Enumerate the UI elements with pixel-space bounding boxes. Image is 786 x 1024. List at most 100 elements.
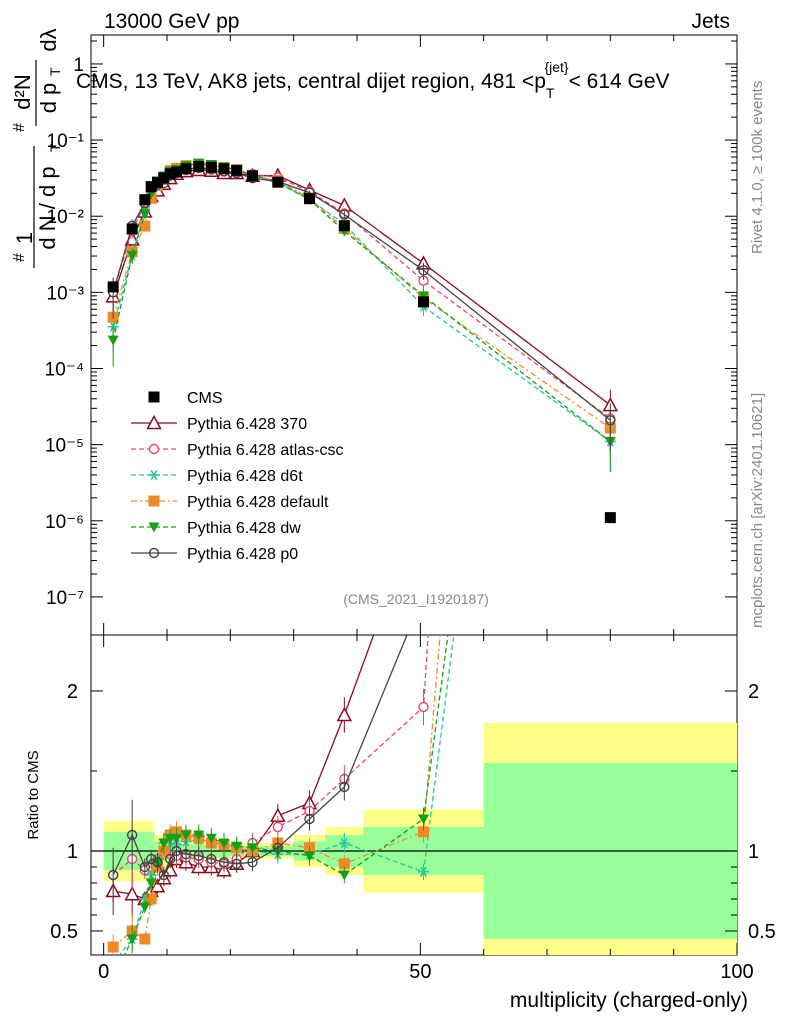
main-point-dw	[126, 250, 138, 261]
ratio-point-atlas	[418, 701, 429, 713]
main-point-default	[139, 220, 151, 232]
legend-marker-dw	[148, 522, 160, 533]
ratio-tick-label-left: 1	[67, 841, 78, 863]
ratio-point-p0	[164, 853, 176, 865]
rivet-label: Rivet 4.1.0, ≥ 100k events	[749, 81, 766, 254]
ratio-point-p0	[304, 813, 315, 825]
main-point-dw	[418, 291, 429, 302]
main-panel-frame	[90, 34, 738, 636]
main-point-p0	[339, 209, 350, 220]
axes: 0 50 100 10⁻⁷ 10⁻⁶ 10⁻⁵ 10⁻⁴ 10⁻³ 10⁻² 10⁻¹ 1 0.5 0.…	[45, 35, 776, 983]
y-tick-label: 10⁻⁴	[45, 360, 84, 381]
cms-point	[193, 160, 205, 172]
ratio-point-p0	[126, 829, 138, 841]
analysis-watermark: (CMS_2021_I1920187)	[343, 591, 489, 607]
y-tick-label: 10⁻³	[47, 283, 85, 304]
ratio-point-default	[139, 933, 151, 945]
cms-point	[604, 512, 616, 524]
ratio-ylabel: Ratio to CMS	[25, 750, 42, 839]
cms-point	[152, 176, 163, 188]
cms-point	[218, 163, 230, 175]
ratio-point-dw	[180, 830, 192, 841]
ratio-point-dw	[171, 833, 182, 844]
ratio-point-p370	[162, 862, 178, 877]
ratio-tick-label-left: 2	[67, 681, 78, 703]
cms-point	[247, 170, 258, 182]
ratio-series	[105, 635, 455, 955]
cms-point	[205, 161, 217, 173]
ratio-point-p0	[272, 842, 284, 853]
ratio-point-p0	[171, 845, 182, 857]
ratio-point-p370	[336, 706, 353, 722]
cms-point	[180, 163, 192, 175]
ratio-point-default	[418, 826, 429, 838]
y-tick-label: 10⁻¹	[47, 131, 85, 152]
ratio-point-p0	[231, 858, 242, 869]
main-line-atlas	[112, 167, 611, 420]
ratio-point-dw	[231, 841, 243, 852]
legend-marker-cms	[148, 391, 160, 403]
ratio-point-dw	[139, 902, 151, 913]
ratio-point-p370	[124, 886, 140, 901]
cms-point	[304, 193, 315, 205]
cms-point	[107, 281, 119, 293]
y-tick-label: 1	[73, 55, 84, 76]
jets-label: Jets	[691, 10, 730, 33]
mcplots-label: mcplots.cern.ch [arXiv:2401.10621]	[749, 393, 766, 628]
legend-marker-p370	[146, 414, 162, 430]
ratio-tick-label-right: 1	[748, 841, 759, 863]
title-sub: T	[546, 85, 555, 101]
ylabel-sub-T1: T	[47, 143, 63, 152]
x-axis-label: multiplicity (charged-only)	[510, 989, 748, 1012]
cms-point	[231, 164, 243, 176]
main-point-p0	[418, 265, 429, 276]
ratio-point-p0	[158, 869, 170, 881]
ratio-point-p0	[107, 869, 119, 881]
cms-point	[139, 194, 151, 206]
legend-marker-d6t	[148, 469, 160, 481]
ratio-point-p0	[339, 781, 350, 793]
legend-label-cms: CMS	[187, 390, 223, 407]
ratio-tick-label-right: 2	[748, 681, 759, 703]
legend-label-default: Pythia 6.428 default	[187, 494, 329, 511]
ratio-point-d6t	[338, 837, 350, 849]
cms-point	[171, 166, 182, 178]
ratio-point-p0	[206, 853, 217, 865]
ylabel-one: 1	[12, 232, 37, 244]
ylabel-d2N: d²N	[10, 74, 35, 109]
ratio-point-p0	[152, 857, 163, 868]
legend-marker-default	[148, 495, 160, 507]
cms-point	[418, 296, 429, 308]
legend-marker-atlas	[148, 443, 160, 455]
ratio-point-dw	[304, 851, 315, 862]
cms-point	[164, 168, 176, 180]
ratio-point-dw	[418, 814, 429, 825]
ratio-point-p0	[247, 857, 258, 868]
x-tick-label: 50	[409, 961, 431, 983]
x-tick-label: 0	[98, 961, 109, 983]
ylabel-sub-T2: T	[47, 67, 63, 76]
ratio-point-dw	[158, 838, 170, 849]
ratio-tick-label-left: 0.5	[50, 921, 78, 943]
energy-label: 13000 GeV pp	[104, 10, 239, 33]
chart-title: CMS, 13 TeV, AK8 jets, central dijet reg…	[76, 59, 670, 101]
legend-label-p370: Pythia 6.428 370	[187, 416, 307, 433]
main-series	[105, 158, 619, 524]
ratio-tick-label-right: 0.5	[748, 921, 776, 943]
cms-point	[126, 223, 138, 235]
main-line-p370	[112, 169, 611, 406]
main-point-dw	[139, 209, 151, 220]
cms-point	[272, 176, 284, 188]
title-end: < 614 GeV	[569, 70, 670, 93]
legend: CMS Pythia 6.428 370 Pythia 6.428 atlas-cs…	[131, 390, 344, 563]
y-tick-label: 10⁻⁶	[45, 512, 84, 533]
main-ylabel: 1 d N / d p T # d²N d p T # dλ	[10, 28, 63, 268]
cms-point	[145, 181, 157, 193]
ratio-point-dw	[145, 878, 157, 889]
ratio-point-dw	[193, 830, 205, 841]
ratio-point-d6t	[418, 866, 429, 877]
ratio-point-atlas	[272, 821, 284, 833]
y-tick-label: 10⁻⁵	[45, 436, 84, 457]
ratio-point-dw	[218, 838, 230, 849]
